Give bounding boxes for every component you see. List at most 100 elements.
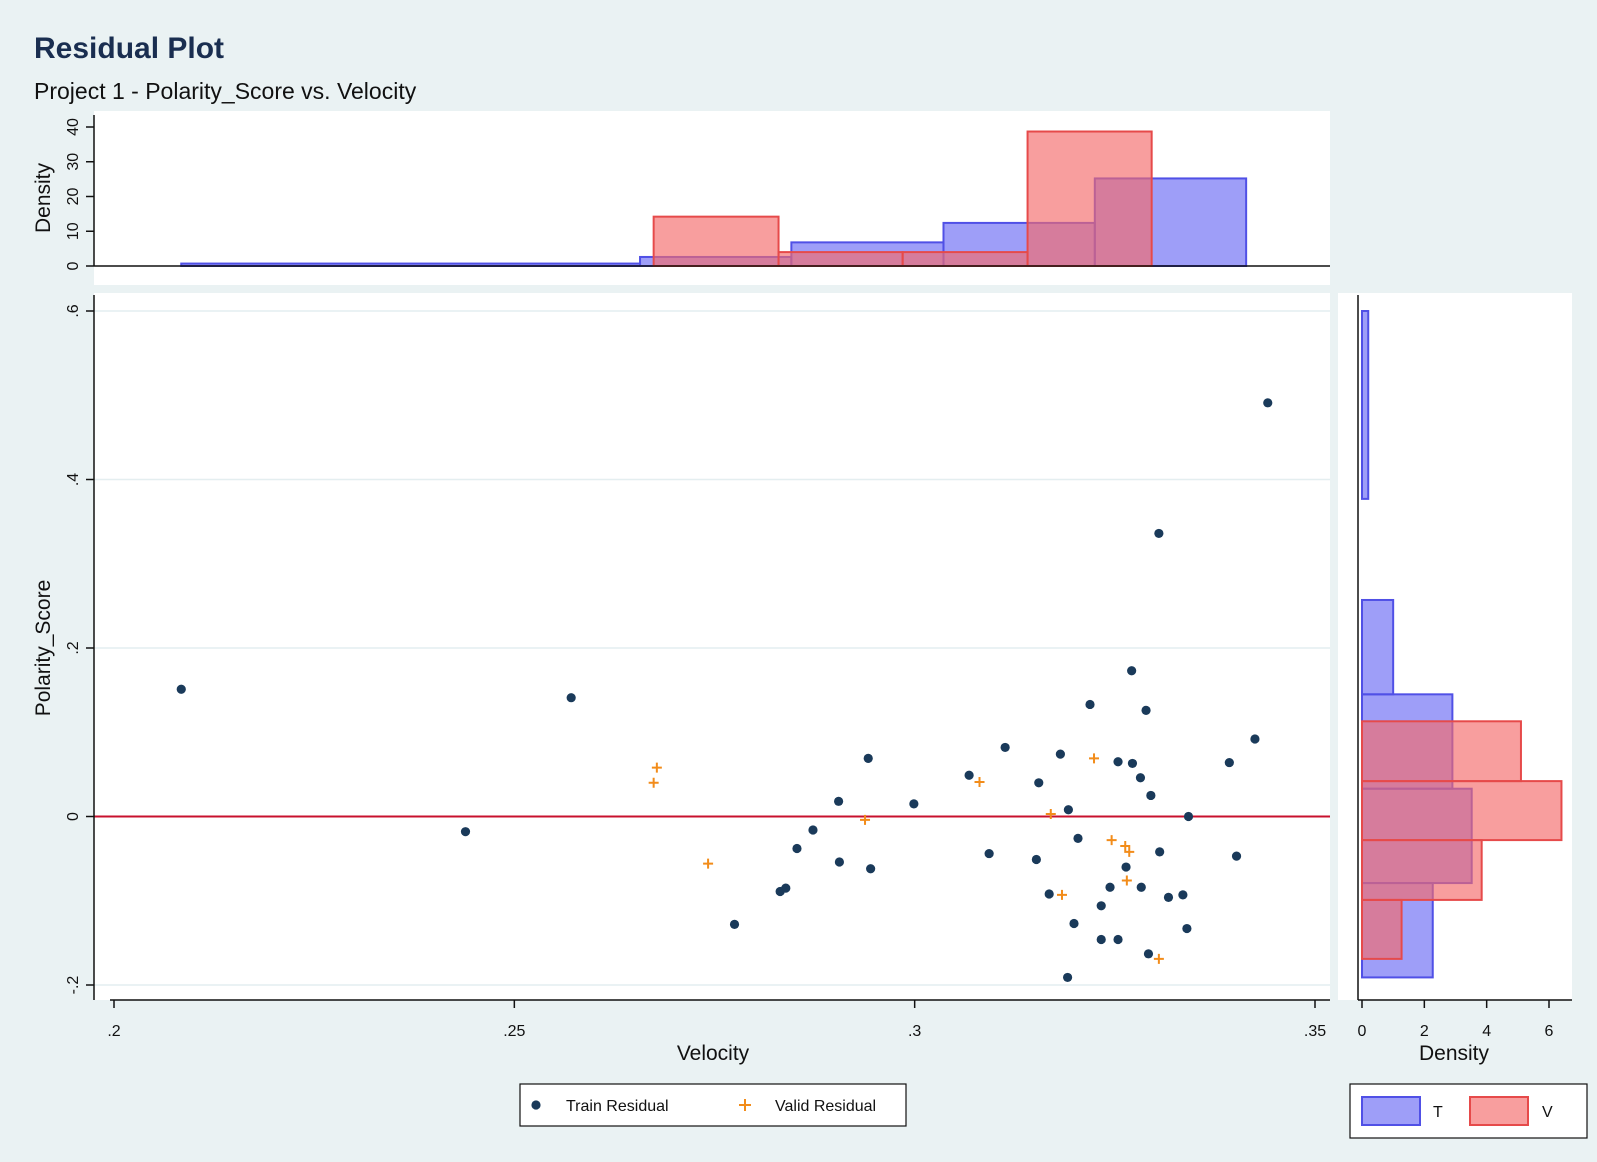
train-residual-point-3 [729,919,740,929]
legend-t-label: T [1433,1104,1443,1121]
top-hist-y-tick-label-2: 20 [65,188,82,206]
chart-subtitle: Project 1 - Polarity_Score vs. Velocity [34,78,417,104]
legend-v-swatch [1469,1096,1529,1126]
right-histogram [1361,310,1563,979]
train-residual-point-21 [1062,972,1073,983]
legend-valid-marker [739,1099,751,1111]
x-tick-label-0: .2 [107,1023,120,1040]
scatter-legend: Train Residual Valid Residual [519,1083,907,1127]
train-residual-point-42 [1182,923,1192,934]
valid-residual-point-2 [703,858,714,869]
x-axis-title: Velocity [677,1042,750,1065]
train-residual-point-40 [1163,892,1174,902]
train-residual-point-0 [176,684,186,694]
train-residual-point-16 [1031,854,1041,865]
x-tick-label-3: .35 [1304,1023,1326,1040]
top-hist-bar-v-2 [901,251,1029,268]
train-residual-point-15 [1000,742,1010,753]
legend-v-label: V [1542,1104,1553,1121]
train-residual-point-37 [1146,790,1156,801]
train-residual-point-31 [1127,758,1138,769]
legend-valid-label: Valid Residual [775,1098,876,1115]
scatter-panel [94,293,1330,1000]
top-hist-bar-v-0 [652,215,780,267]
valid-residual-point-12 [1153,953,1164,964]
valid-residual-point-0 [648,777,659,788]
axes: .2 .25 .3 .35 -.2 0 .2 .4 .6 0 10 20 30 40 0 2 4 6 [65,115,1572,1040]
train-residual-point-12 [909,799,919,809]
train-residual-point-9 [834,857,845,867]
train-residual-point-44 [1224,757,1234,768]
valid-residual-point-9 [1120,840,1131,851]
chart-title: Residual Plot [34,32,224,65]
top-histogram-y-title: Density [32,162,55,233]
legend-t-swatch [1361,1096,1421,1126]
train-residual-point-2 [566,693,576,703]
train-residual-point-47 [1263,398,1273,408]
valid-residual-point-7 [1089,753,1100,764]
train-residual-point-32 [1127,666,1137,676]
train-residual-point-8 [834,796,844,806]
right-hist-x-tick-label-1: 2 [1420,1023,1429,1040]
right-hist-x-tick-label-0: 0 [1358,1023,1367,1040]
top-hist-y-tick-label-4: 40 [65,118,82,136]
train-residual-point-13 [964,770,974,780]
right-hist-bar-v-3 [1361,720,1522,783]
train-residual-point-34 [1136,882,1146,892]
valid-residual-point-11 [1124,846,1135,857]
train-residual-point-5 [781,883,791,893]
right-hist-bar-t-3 [1361,598,1395,696]
legend-train-marker [531,1100,541,1110]
legend-train-label: Train Residual [566,1098,669,1115]
train-residual-point-11 [866,864,876,874]
train-residual-point-35 [1141,705,1151,715]
valid-residual-point-3 [860,814,871,825]
histogram-legend: T V [1349,1083,1588,1139]
y-tick-label-1: 0 [65,812,82,821]
right-hist-bar-v-2 [1361,780,1563,842]
train-residual-point-27 [1105,882,1115,892]
train-residual-point-38 [1155,847,1165,857]
train-residual-point-7 [808,825,818,835]
train-residual-point-10 [863,753,873,763]
train-residual-point-43 [1183,811,1194,822]
train-residual-point-39 [1154,528,1164,539]
top-hist-bar-v-1 [777,251,904,268]
train-residual-point-28 [1113,757,1123,767]
right-hist-x-tick-label-3: 6 [1545,1023,1554,1040]
train-residual-point-45 [1231,851,1242,861]
valid-residual-point-5 [1045,808,1056,819]
train-residual-point-14 [984,848,994,859]
train-residual-point-26 [1096,934,1106,945]
top-hist-y-tick-label-0: 0 [65,261,82,270]
top-hist-y-tick-label-1: 10 [65,222,82,240]
right-hist-bar-t-4 [1361,310,1370,500]
top-hist-bar-v-3 [1026,130,1153,267]
y-tick-label-3: .4 [65,473,82,486]
right-histogram-x-title: Density [1419,1042,1490,1065]
right-hist-x-tick-label-2: 4 [1482,1023,1491,1040]
train-residual-point-30 [1121,862,1131,872]
train-residual-point-41 [1178,890,1188,900]
train-residual-point-1 [460,827,471,837]
x-tick-label-1: .25 [503,1023,525,1040]
scatter-legend-box [519,1083,907,1127]
train-residual-point-36 [1143,949,1154,959]
train-residual-point-18 [1044,889,1054,899]
train-residual-point-24 [1085,699,1095,710]
train-residual-point-33 [1135,773,1146,783]
valid-residual-point-10 [1121,875,1132,886]
train-residual-point-23 [1073,833,1083,844]
train-residual-point-17 [1034,778,1044,788]
valid-residual-point-6 [1056,889,1067,900]
right-hist-bar-v-0 [1361,898,1403,960]
x-tick-label-2: .3 [908,1023,921,1040]
train-residual-point-19 [1055,749,1065,759]
train-residual-point-6 [792,843,802,854]
valid-residual-point-4 [974,776,985,787]
top-hist-y-tick-label-3: 30 [65,153,82,171]
valid-residual-point-8 [1106,835,1117,846]
train-residual-point-46 [1250,734,1260,744]
train-residual-point-25 [1096,901,1106,911]
